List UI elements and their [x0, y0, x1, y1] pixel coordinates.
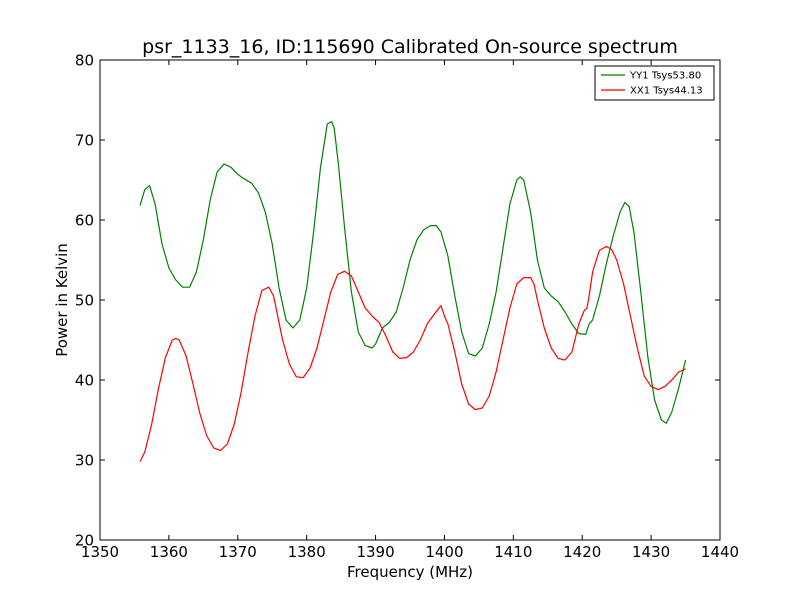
y-axis-ticks: 20 30 40 50 60 70 80 [75, 52, 720, 550]
x-tick-label: 1370 [219, 543, 257, 561]
x-tick-label: 1430 [632, 543, 670, 561]
y-tick-label: 50 [75, 292, 94, 310]
series-line-xx1 [139, 245, 686, 462]
x-tick-label: 1420 [563, 543, 601, 561]
series-lines [139, 120, 687, 462]
x-tick-label: 1380 [288, 543, 326, 561]
y-tick-label: 40 [75, 372, 94, 390]
y-axis-label: Power in Kelvin [53, 243, 71, 357]
plot-area: 1350 1360 1370 1380 1390 1400 1410 1420 1430 1440… [75, 52, 739, 562]
y-tick-label: 20 [75, 532, 94, 550]
x-tick-label: 1440 [701, 543, 739, 561]
y-tick-label: 30 [75, 452, 94, 470]
y-tick-label: 70 [75, 132, 94, 150]
series-line-yy1 [139, 120, 687, 424]
legend-box [594, 65, 715, 101]
legend-label-xx1: XX1 Tsys44.13 [630, 86, 703, 97]
legend: YY1 Tsys53.80 XX1 Tsys44.13 [594, 65, 715, 101]
x-tick-label: 1400 [425, 543, 463, 561]
y-tick-label: 80 [75, 52, 94, 70]
x-tick-label: 1390 [356, 543, 394, 561]
y-tick-label: 60 [75, 212, 94, 230]
legend-label-yy1: YY1 Tsys53.80 [629, 71, 701, 82]
x-tick-label: 1350 [81, 543, 119, 561]
chart-title: psr_1133_16, ID:115690 Calibrated On-sou… [142, 36, 678, 58]
x-axis-label: Frequency (MHz) [347, 563, 473, 581]
x-tick-label: 1410 [494, 543, 532, 561]
x-axis-ticks: 1350 1360 1370 1380 1390 1400 1410 1420 1430 1440 [81, 60, 739, 561]
x-tick-label: 1360 [150, 543, 188, 561]
